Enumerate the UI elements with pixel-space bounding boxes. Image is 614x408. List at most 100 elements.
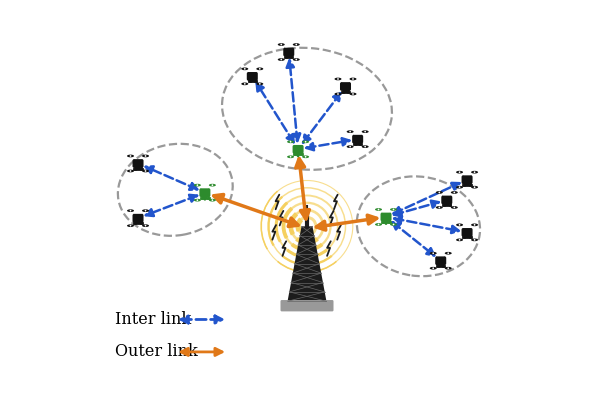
- FancyBboxPatch shape: [133, 159, 144, 168]
- Circle shape: [196, 184, 198, 186]
- Circle shape: [211, 199, 213, 201]
- FancyBboxPatch shape: [287, 54, 291, 58]
- Ellipse shape: [456, 186, 463, 188]
- Circle shape: [459, 171, 460, 173]
- Circle shape: [448, 267, 449, 269]
- Ellipse shape: [347, 145, 354, 148]
- Text: Outer link: Outer link: [115, 344, 197, 360]
- FancyBboxPatch shape: [462, 228, 473, 237]
- Ellipse shape: [456, 224, 463, 226]
- Circle shape: [145, 210, 146, 212]
- Circle shape: [305, 156, 306, 157]
- Circle shape: [305, 141, 306, 143]
- Circle shape: [244, 83, 246, 85]
- Circle shape: [130, 155, 131, 157]
- FancyBboxPatch shape: [441, 195, 453, 204]
- Ellipse shape: [471, 171, 478, 173]
- Ellipse shape: [302, 140, 309, 143]
- FancyBboxPatch shape: [200, 188, 211, 197]
- Circle shape: [349, 146, 351, 148]
- Ellipse shape: [293, 43, 300, 46]
- FancyBboxPatch shape: [133, 214, 144, 222]
- FancyBboxPatch shape: [381, 213, 392, 221]
- Ellipse shape: [127, 170, 134, 172]
- Circle shape: [473, 224, 475, 226]
- Ellipse shape: [471, 239, 478, 241]
- Ellipse shape: [430, 267, 437, 270]
- Circle shape: [295, 44, 297, 45]
- Ellipse shape: [256, 82, 263, 85]
- Circle shape: [281, 59, 282, 60]
- FancyBboxPatch shape: [281, 300, 333, 311]
- FancyBboxPatch shape: [465, 182, 469, 185]
- Ellipse shape: [142, 170, 149, 172]
- Ellipse shape: [278, 43, 285, 46]
- Ellipse shape: [471, 186, 478, 188]
- Ellipse shape: [390, 223, 397, 226]
- Circle shape: [459, 224, 460, 226]
- Circle shape: [453, 192, 455, 193]
- FancyBboxPatch shape: [247, 72, 258, 81]
- Circle shape: [378, 208, 379, 211]
- Circle shape: [438, 206, 440, 208]
- Circle shape: [453, 206, 455, 208]
- Circle shape: [130, 170, 131, 172]
- Circle shape: [473, 239, 475, 241]
- Circle shape: [384, 222, 387, 225]
- Ellipse shape: [445, 252, 452, 255]
- FancyBboxPatch shape: [384, 219, 388, 223]
- Ellipse shape: [362, 130, 368, 133]
- Circle shape: [352, 78, 354, 80]
- Ellipse shape: [241, 82, 248, 85]
- Ellipse shape: [362, 145, 368, 148]
- Circle shape: [196, 199, 198, 201]
- Ellipse shape: [430, 252, 437, 255]
- FancyBboxPatch shape: [293, 145, 303, 154]
- Circle shape: [432, 253, 434, 254]
- Ellipse shape: [256, 67, 263, 70]
- FancyBboxPatch shape: [435, 256, 446, 265]
- Circle shape: [349, 131, 351, 133]
- Circle shape: [352, 93, 354, 95]
- Circle shape: [145, 155, 146, 157]
- Circle shape: [295, 59, 297, 60]
- Ellipse shape: [287, 155, 294, 158]
- Circle shape: [448, 253, 449, 254]
- FancyBboxPatch shape: [340, 82, 351, 91]
- Ellipse shape: [127, 209, 134, 212]
- Ellipse shape: [436, 191, 443, 194]
- Ellipse shape: [194, 199, 201, 202]
- Circle shape: [290, 141, 292, 143]
- Circle shape: [432, 267, 434, 269]
- FancyBboxPatch shape: [438, 263, 443, 266]
- Ellipse shape: [209, 199, 216, 202]
- Circle shape: [473, 186, 475, 188]
- Circle shape: [130, 225, 131, 226]
- Ellipse shape: [451, 191, 458, 194]
- FancyBboxPatch shape: [136, 220, 141, 224]
- Ellipse shape: [142, 209, 149, 212]
- Circle shape: [364, 146, 366, 148]
- Ellipse shape: [445, 267, 452, 270]
- FancyBboxPatch shape: [352, 135, 363, 144]
- FancyBboxPatch shape: [343, 89, 348, 92]
- Circle shape: [290, 156, 292, 157]
- Ellipse shape: [436, 206, 443, 209]
- Circle shape: [130, 210, 131, 212]
- Ellipse shape: [302, 155, 309, 158]
- Circle shape: [473, 171, 475, 173]
- Ellipse shape: [278, 58, 285, 61]
- FancyBboxPatch shape: [465, 234, 469, 238]
- Ellipse shape: [142, 224, 149, 227]
- FancyBboxPatch shape: [462, 175, 473, 184]
- Circle shape: [145, 170, 146, 172]
- Ellipse shape: [287, 140, 294, 143]
- Ellipse shape: [456, 171, 463, 173]
- Text: Inter link: Inter link: [115, 311, 190, 328]
- Ellipse shape: [335, 78, 341, 80]
- Circle shape: [259, 68, 261, 70]
- FancyBboxPatch shape: [356, 141, 360, 145]
- Ellipse shape: [241, 67, 248, 70]
- Ellipse shape: [142, 155, 149, 157]
- Circle shape: [459, 239, 460, 241]
